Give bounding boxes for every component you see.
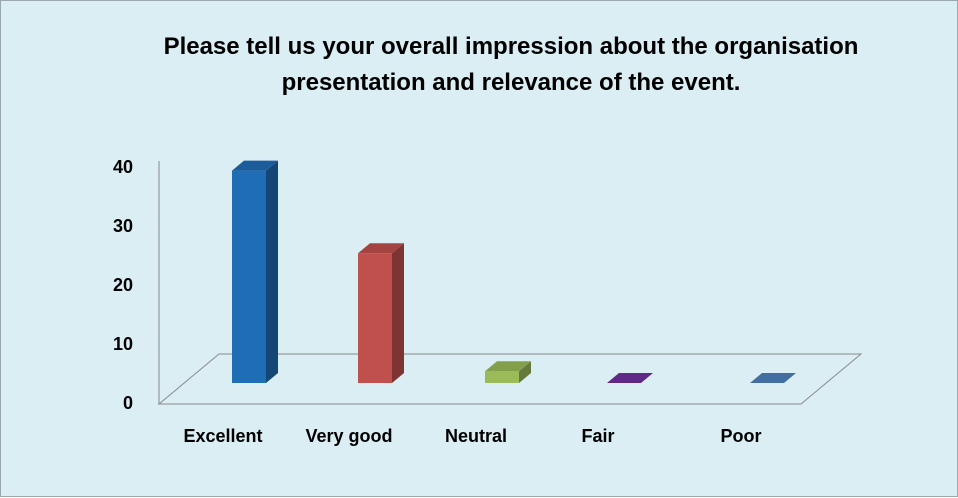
bar [750, 373, 796, 383]
bar-side [266, 160, 278, 383]
bar-side [519, 361, 531, 383]
bar-top [358, 243, 404, 254]
bar-front [485, 371, 519, 383]
chart-title: Please tell us your overall impression a… [163, 33, 859, 96]
y-tick-label: 10 [113, 334, 133, 354]
bar-top [485, 361, 531, 372]
x-tick-label: Excellent [183, 426, 262, 446]
bar-top [232, 160, 278, 171]
floor [157, 353, 863, 405]
bar-top [750, 373, 796, 383]
bar-side [392, 243, 404, 383]
y-tick-label: 20 [113, 275, 133, 295]
bar [485, 361, 531, 383]
y-tick-label: 30 [113, 216, 133, 236]
x-tick-label: Fair [581, 426, 614, 446]
y-tick-label: 0 [123, 393, 133, 413]
bar-front [232, 170, 266, 383]
y-tick-label: 40 [113, 157, 133, 177]
bar [358, 243, 404, 383]
bar-top [607, 373, 653, 383]
bar-front [358, 253, 392, 383]
x-tick-label: Very good [305, 426, 392, 446]
x-tick-label: Neutral [445, 426, 507, 446]
bar [607, 373, 653, 383]
x-tick-label: Poor [720, 426, 761, 446]
bar [232, 160, 278, 383]
